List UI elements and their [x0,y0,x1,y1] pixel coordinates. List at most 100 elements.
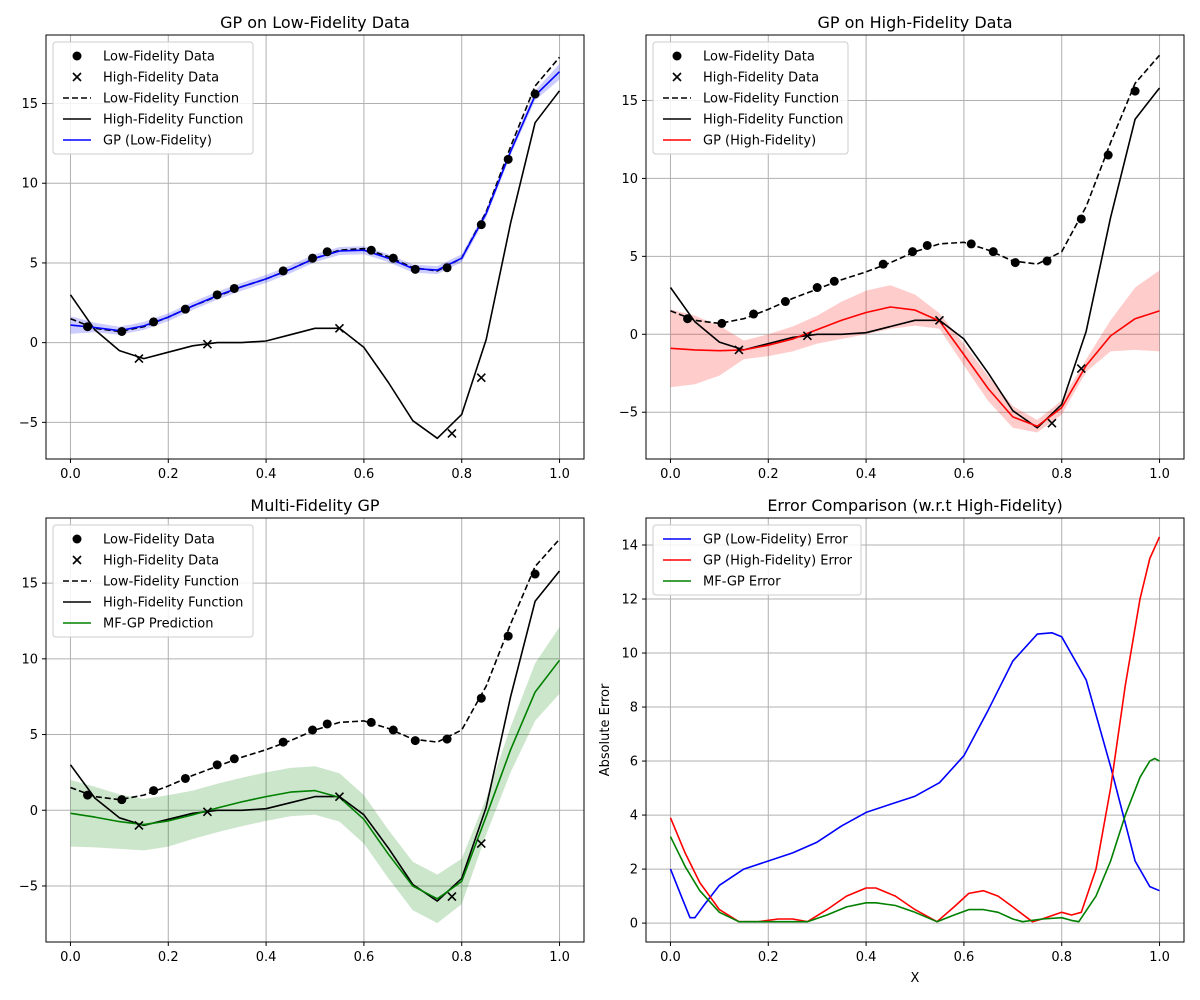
x-tick-label: 1.0 [549,950,570,965]
low-fidelity-data-point [229,283,239,293]
x-tick-label: 0.6 [354,467,375,482]
legend-label: GP (Low-Fidelity) Error [703,533,848,548]
low-fidelity-data-point [476,693,486,703]
low-fidelity-data-point [388,253,398,263]
y-tick-label: 10 [21,177,38,192]
legend-label: GP (High-Fidelity) Error [703,554,853,569]
y-tick-label: 4 [630,809,638,824]
x-marker-stroke [202,339,212,349]
chart-1: 0.0 0.2 0.4 0.6 0.8 1.0 −5 0 5 10 15 GP on Low-Fide… [19,13,585,482]
low-fidelity-data-point [530,89,540,99]
confidence-band-gp-low-fidelity [70,63,560,335]
low-fidelity-data-point [308,253,318,263]
legend-box [52,41,254,155]
x-marker-stroke [476,373,486,383]
y-tick-label: 0 [30,804,38,819]
chart-3: 0.0 0.2 0.4 0.6 0.8 1.0 −5 0 5 10 15 Multi-Fidelity… [19,496,585,965]
series-line-mf-gp-prediction [70,659,561,900]
series-line-gp-high-fidelity [670,306,1160,428]
x-tick-label: 0.6 [354,950,375,965]
high-fidelity-data-point [476,839,486,849]
high-fidelity-data-point [476,373,486,383]
high-fidelity-data-point [134,354,144,364]
low-fidelity-data-point [988,247,998,257]
high-fidelity-data-point [334,323,345,333]
series-line-high-fidelity-function [69,90,561,440]
legend-label: Low-Fidelity Data [703,50,815,65]
x-tick-label: 0.2 [758,467,779,482]
plot-area [69,538,561,924]
y-tick-label: 10 [621,172,638,187]
y-tick-label: 0 [630,917,638,932]
legend-item-gp-high-fidelity: GP (High-Fidelity) [663,134,816,149]
low-fidelity-data-point [1042,256,1052,266]
low-fidelity-data-point [212,760,222,770]
x-tick-label: 0.0 [60,950,81,965]
low-fidelity-data-point [878,259,888,269]
low-fidelity-data-point [322,719,332,729]
legend-item-high-fidelity-function: High-Fidelity Function [663,113,843,128]
low-fidelity-data-point [410,264,420,274]
y-tick-label: 2 [630,863,638,878]
legend-label: GP (Low-Fidelity) [103,134,212,149]
x-tick-label: 0.0 [660,467,681,482]
high-fidelity-data-point [1047,418,1057,428]
chart-title: GP on Low-Fidelity Data [220,13,410,32]
high-fidelity-data-point [202,807,212,817]
low-fidelity-data-point [717,318,727,328]
low-fidelity-data-point [503,631,513,641]
high-fidelity-data-point [447,428,457,439]
legend: Low-Fidelity Data High-Fidelity Data Low-F… [52,524,254,638]
low-fidelity-data-point [922,240,932,250]
x-tick-label: 0.2 [158,950,179,965]
x-marker-stroke [802,331,812,341]
high-fidelity-data-point [802,331,812,341]
x-tick-label: 0.6 [954,467,975,482]
plot-area [669,536,1161,923]
legend-item-low-fidelity-function: Low-Fidelity Function [63,575,239,590]
low-fidelity-data-point [530,569,540,579]
low-fidelity-data-point [1010,258,1020,268]
low-fidelity-data-point [749,309,759,319]
high-fidelity-data-point [134,820,144,830]
chart-title: Multi-Fidelity GP [250,496,379,515]
x-tick-label: 1.0 [1149,950,1170,965]
y-tick-label: −5 [19,416,38,431]
legend-label: MF-GP Prediction [103,617,214,632]
low-fidelity-data-point [388,725,398,735]
y-tick-label: 0 [630,328,638,343]
legend-item-high-fidelity-function: High-Fidelity Function [63,596,243,611]
x-tick-label: 0.4 [256,950,277,965]
x-marker-stroke [1047,418,1057,428]
x-tick-label: 1.0 [1149,467,1170,482]
y-axis-label: Absolute Error [598,683,613,776]
axes-frame [645,34,1185,460]
low-fidelity-data-point [180,304,190,314]
y-tick-label: 15 [621,94,638,109]
high-fidelity-data-point [202,339,212,349]
low-fidelity-data-point [117,795,127,805]
x-tick-label: 0.8 [451,950,472,965]
y-tick-label: 0 [30,336,38,351]
legend-dot-marker [72,51,82,61]
y-tick-label: −5 [19,879,38,894]
legend-box [52,524,254,638]
low-fidelity-data-point [410,736,420,746]
legend-label: Low-Fidelity Function [703,92,839,107]
legend-label: Low-Fidelity Function [103,92,239,107]
high-fidelity-data-point [334,792,345,802]
low-fidelity-data-point [683,314,693,324]
legend-item-high-fidelity-data: High-Fidelity Data [72,71,219,86]
legend: GP (Low-Fidelity) Error GP (High-Fidelity… [652,524,862,596]
legend-item-mf-gp-prediction: MF-GP Prediction [63,617,214,632]
x-tick-label: 1.0 [549,467,570,482]
low-fidelity-data-point [1076,214,1086,224]
legend-box [652,41,849,155]
low-fidelity-data-point [149,786,159,796]
x-tick-label: 0.8 [451,467,472,482]
y-tick-label: 10 [621,647,638,662]
confidence-band-mf-gp-prediction [70,627,560,924]
legend-label: High-Fidelity Data [703,71,819,86]
y-tick-label: 8 [630,701,638,716]
